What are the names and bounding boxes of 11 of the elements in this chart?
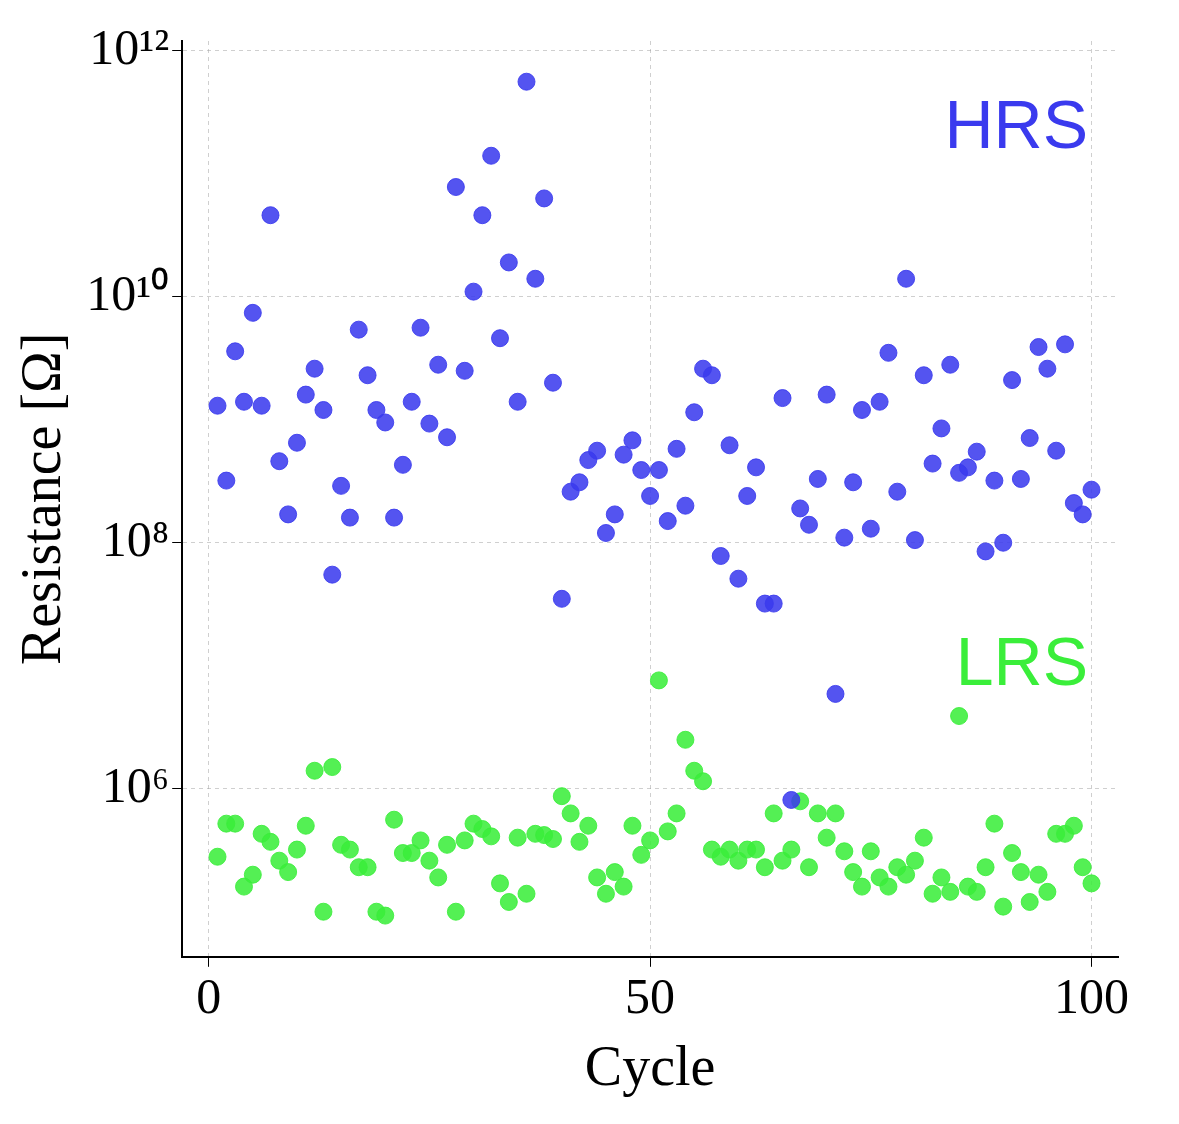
- series-label: LRS: [955, 622, 1088, 699]
- x-tick-label: 100: [1054, 967, 1130, 1024]
- x-tick-label: 50: [625, 967, 676, 1024]
- y-axis-title: Resistance [Ω]: [10, 332, 73, 666]
- y-tick-label: 10¹²: [89, 18, 170, 75]
- y-tick-label: 10¹⁰: [86, 264, 170, 321]
- x-tick-label: 0: [196, 967, 222, 1024]
- series-label: HRS: [944, 85, 1088, 162]
- y-tick-label: 10⁸: [101, 510, 170, 567]
- x-axis-title: Cycle: [584, 1035, 716, 1098]
- y-tick-label: 10⁶: [101, 756, 170, 813]
